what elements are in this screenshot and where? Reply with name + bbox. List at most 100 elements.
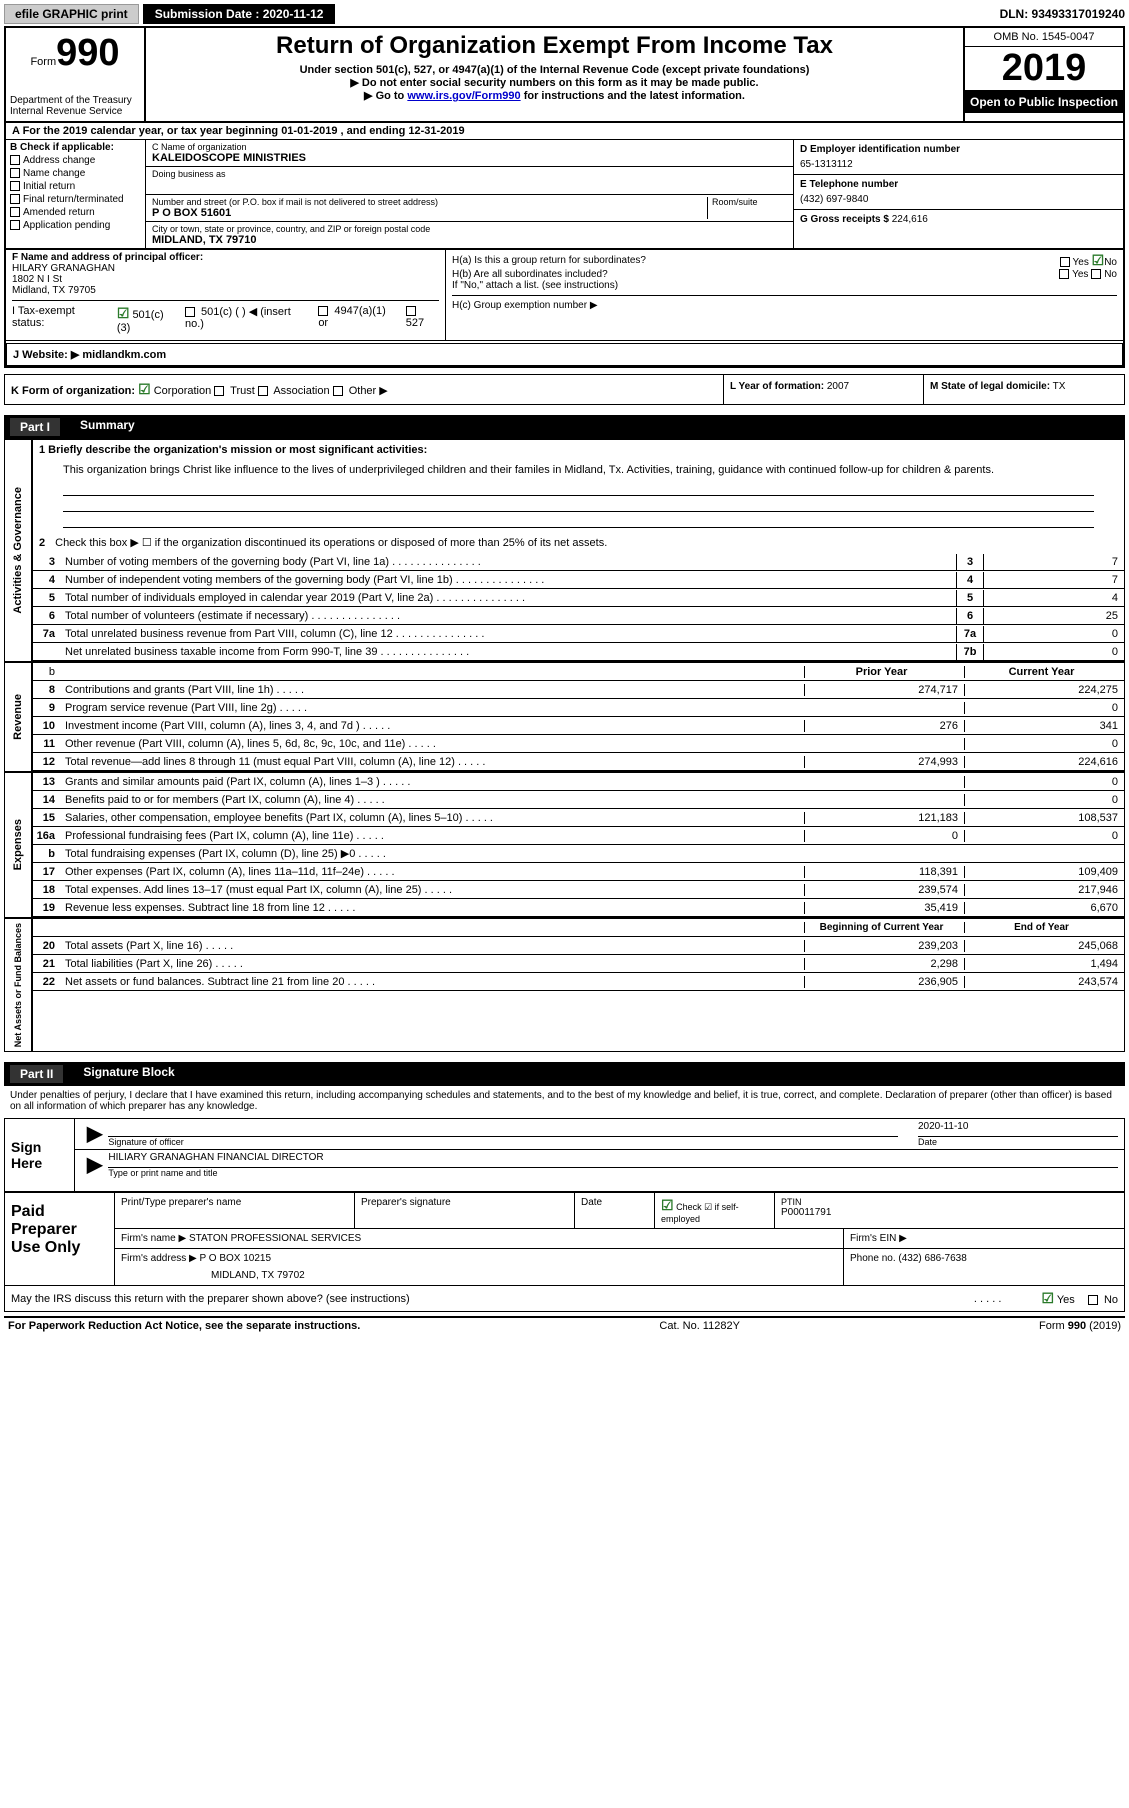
mission-line1	[63, 480, 1094, 496]
exp-line-b: bTotal fundraising expenses (Part IX, co…	[33, 845, 1124, 863]
inspection-badge: Open to Public Inspection	[965, 91, 1123, 113]
net-line-22: 22Net assets or fund balances. Subtract …	[33, 973, 1124, 991]
cb-address[interactable]: Address change	[10, 155, 141, 166]
cb-amended[interactable]: Amended return	[10, 207, 141, 218]
ha-yes[interactable]	[1060, 257, 1070, 267]
cb-other[interactable]	[333, 386, 343, 396]
b-label: B Check if applicable:	[10, 142, 141, 153]
section-e: E Telephone number (432) 697-9840	[794, 175, 1123, 210]
ha-label: H(a) Is this a group return for subordin…	[452, 255, 646, 266]
section-j: J Website: ▶ midlandkm.com	[6, 343, 1123, 366]
sig-date: 2020-11-10	[918, 1121, 1118, 1137]
top-bar: efile GRAPHIC print Submission Date : 20…	[4, 4, 1125, 24]
rev-line-10: 10Investment income (Part VIII, column (…	[33, 717, 1124, 735]
sig-row1: ▶ Signature of officer 2020-11-10 Date	[75, 1119, 1124, 1150]
cb-initial[interactable]: Initial return	[10, 181, 141, 192]
discuss-yes[interactable]: ☑	[1041, 1290, 1054, 1306]
cb-501c[interactable]: 501(c) ( ) ◀ (insert no.)	[185, 305, 308, 334]
arrow-icon: ▶	[81, 1121, 108, 1147]
governance-label: Activities & Governance	[10, 483, 26, 618]
ha-row: H(a) Is this a group return for subordin…	[452, 252, 1117, 269]
netassets-header-row: Beginning of Current Year End of Year	[33, 919, 1124, 937]
omb-number: OMB No. 1545-0047	[965, 28, 1123, 47]
mission-label: 1 Briefly describe the organization's mi…	[33, 440, 1124, 460]
cb-name[interactable]: Name change	[10, 168, 141, 179]
section-l: L Year of formation: 2007	[724, 375, 924, 404]
sig-name-label: Type or print name and title	[108, 1168, 1118, 1178]
sig-name: HILIARY GRANAGHAN FINANCIAL DIRECTOR	[108, 1152, 1118, 1168]
form-note2: ▶ Go to www.irs.gov/Form990 for instruct…	[154, 89, 955, 102]
part1-header: Part I Summary	[4, 415, 1125, 439]
form-word: Form	[30, 56, 56, 68]
discuss-no[interactable]	[1088, 1295, 1098, 1305]
org-name: KALEIDOSCOPE MINISTRIES	[152, 152, 787, 164]
f-label: F Name and address of principal officer:	[12, 252, 439, 263]
exp-line-18: 18Total expenses. Add lines 13–17 (must …	[33, 881, 1124, 899]
hb-no[interactable]	[1091, 269, 1101, 279]
firm-addr2: MIDLAND, TX 79702	[211, 1270, 837, 1281]
cb-corp[interactable]: ☑	[138, 381, 151, 397]
form-header: Form990 Department of the Treasury Inter…	[6, 28, 1123, 123]
website-value: midlandkm.com	[82, 349, 166, 361]
cb-final[interactable]: Final return/terminated	[10, 194, 141, 205]
begin-year-head: Beginning of Current Year	[804, 922, 964, 933]
section-k: K Form of organization: ☑ Corporation Tr…	[5, 375, 724, 404]
cb-501c3[interactable]: ☑ 501(c)(3)	[117, 305, 175, 334]
part1-tab: Part I	[10, 418, 60, 436]
part2-header: Part II Signature Block	[4, 1062, 1125, 1086]
form990-link[interactable]: www.irs.gov/Form990	[407, 90, 520, 102]
form-container: Form990 Department of the Treasury Inter…	[4, 26, 1125, 368]
info-grid: B Check if applicable: Address change Na…	[6, 140, 1123, 250]
header-left: Form990 Department of the Treasury Inter…	[6, 28, 146, 121]
penalty-text: Under penalties of perjury, I declare th…	[4, 1086, 1125, 1116]
hb-yes[interactable]	[1059, 269, 1069, 279]
footer-right: Form 990 (2019)	[1039, 1320, 1121, 1332]
ha-no[interactable]: ☑	[1092, 252, 1105, 268]
cb-4947[interactable]: 4947(a)(1) or	[318, 305, 395, 334]
footer: For Paperwork Reduction Act Notice, see …	[4, 1316, 1125, 1334]
j-label: J Website: ▶	[13, 349, 79, 361]
exp-line-14: 14Benefits paid to or for members (Part …	[33, 791, 1124, 809]
part2-tab: Part II	[10, 1065, 63, 1083]
section-g: G Gross receipts $ 224,616	[794, 210, 1123, 229]
submission-date-badge: Submission Date : 2020-11-12	[143, 4, 336, 24]
cb-assoc[interactable]	[258, 386, 268, 396]
section-d: D Employer identification number 65-1313…	[794, 140, 1123, 175]
note2-post: for instructions and the latest informat…	[521, 90, 745, 102]
org-addr: P O BOX 51601	[152, 207, 707, 219]
header-center: Return of Organization Exempt From Incom…	[146, 28, 963, 121]
addr-row: Number and street (or P.O. box if mail i…	[146, 195, 793, 222]
prep-date-label: Date	[575, 1193, 655, 1228]
form-subtitle: Under section 501(c), 527, or 4947(a)(1)…	[154, 64, 955, 76]
mission-text: This organization brings Christ like inf…	[33, 460, 1124, 480]
section-c: C Name of organization KALEIDOSCOPE MINI…	[146, 140, 793, 248]
phone-label: E Telephone number	[800, 179, 1117, 190]
prep-row2: Firm's name ▶ STATON PROFESSIONAL SERVIC…	[115, 1229, 1124, 1249]
name-label: C Name of organization	[152, 142, 787, 152]
cb-trust[interactable]	[214, 386, 224, 396]
self-emp-check[interactable]: ☑	[661, 1202, 674, 1212]
dln-label: DLN: 93493317019240	[1000, 7, 1125, 21]
addr-label: Number and street (or P.O. box if mail i…	[152, 197, 707, 207]
discuss-text: May the IRS discuss this return with the…	[11, 1293, 974, 1305]
expenses-label: Expenses	[10, 815, 26, 874]
efile-print-button[interactable]: efile GRAPHIC print	[4, 4, 139, 24]
gov-line-7b: Net unrelated business taxable income fr…	[33, 643, 1124, 661]
ptin-value: P00011791	[781, 1207, 1118, 1218]
section-i: I Tax-exempt status: ☑ 501(c)(3) 501(c) …	[12, 300, 439, 338]
preparer-label: Paid Preparer Use Only	[5, 1193, 115, 1285]
irs-label: Internal Revenue Service	[10, 106, 140, 117]
exp-line-17: 17Other expenses (Part IX, column (A), l…	[33, 863, 1124, 881]
gross-value: 224,616	[892, 214, 928, 225]
sign-section: Sign Here ▶ Signature of officer 2020-11…	[4, 1118, 1125, 1192]
cb-pending[interactable]: Application pending	[10, 220, 141, 231]
city-row: City or town, state or province, country…	[146, 222, 793, 248]
ein-label: D Employer identification number	[800, 144, 1117, 155]
cb-527[interactable]: 527	[406, 305, 439, 334]
revenue-label: Revenue	[10, 690, 26, 744]
netassets-section: Net Assets or Fund Balances Beginning of…	[5, 919, 1124, 1051]
footer-mid: Cat. No. 11282Y	[659, 1320, 740, 1332]
preparer-section: Paid Preparer Use Only Print/Type prepar…	[4, 1192, 1125, 1286]
dba-label: Doing business as	[152, 169, 787, 179]
ein-value: 65-1313112	[800, 159, 1117, 170]
